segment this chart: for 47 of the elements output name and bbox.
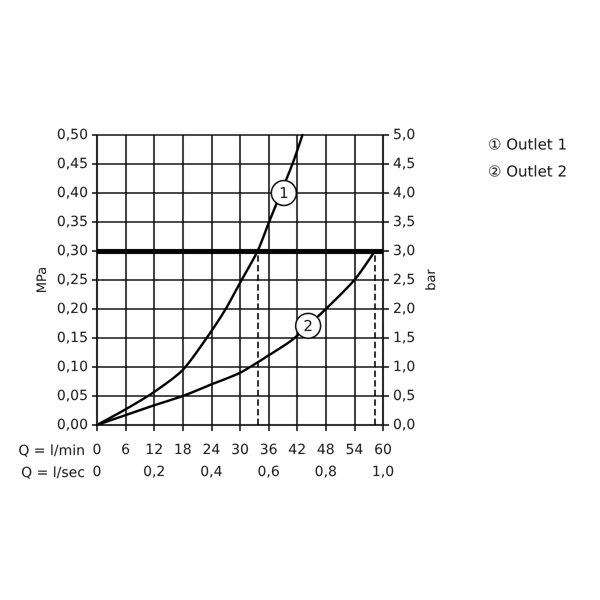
y-tick-label: 0,30 [56,243,88,259]
y-tick-label: 0,40 [56,185,88,201]
y2-axis-title: bar [424,268,439,291]
annotation: 2 [303,316,313,335]
y2-tick-label: 2,0 [393,301,416,317]
y-tick-label: 0,00 [56,417,88,433]
y-tick-label: 0,25 [56,272,88,288]
x-tick-label: 30 [231,442,249,458]
x-tick-label: 48 [316,442,335,458]
x-tick-label: 12 [145,442,164,458]
x-tick-label: 42 [288,442,306,458]
y-tick-label: 0,05 [56,388,88,404]
x-axis-title: Q = l/min [18,443,85,459]
x2-tick-label: 0,4 [200,464,223,480]
y2-tick-label: 3,0 [393,243,416,259]
y2-tick-label: 1,5 [393,330,416,346]
y2-tick-label: 4,0 [393,185,416,201]
y-tick-label: 0,20 [56,301,88,317]
x-tick-label: 54 [345,442,364,458]
x2-tick-label: 0 [92,464,102,480]
y2-tick-label: 2,5 [393,272,416,288]
x2-tick-label: 0,8 [314,464,337,480]
x-tick-label: 18 [174,442,192,458]
annotation: 1 [279,184,289,202]
x2-tick-label: 1,0 [372,464,394,480]
x-tick-label: 0 [92,442,102,458]
text: ① Outlet 1 [488,136,567,154]
y2-tick-label: 1,0 [393,359,416,375]
y-tick-label: 0,10 [56,359,88,375]
y2-tick-label: 3,5 [393,214,416,230]
y-axis-title: MPa [35,266,50,294]
y-tick-label: 0,50 [56,127,88,143]
x-tick-label: 24 [202,442,220,458]
y2-tick-label: 4,5 [393,156,416,172]
y2-tick-label: 0,5 [393,388,416,404]
y2-tick-label: 0,0 [393,417,416,433]
x-tick-label: 6 [121,442,130,458]
x-tick-label: 36 [260,442,278,458]
y-tick-label: 0,15 [56,330,88,346]
x2-tick-label: 0,6 [257,464,280,480]
y-tick-label: 0,45 [56,156,88,172]
text: ② Outlet 2 [488,162,567,180]
x-tick-label: 60 [374,442,392,458]
y-tick-label: 0,35 [56,214,88,230]
x2-tick-label: 0,2 [143,464,166,480]
x2-axis-title: Q = l/sec [21,465,85,481]
y2-tick-label: 5,0 [393,127,416,143]
